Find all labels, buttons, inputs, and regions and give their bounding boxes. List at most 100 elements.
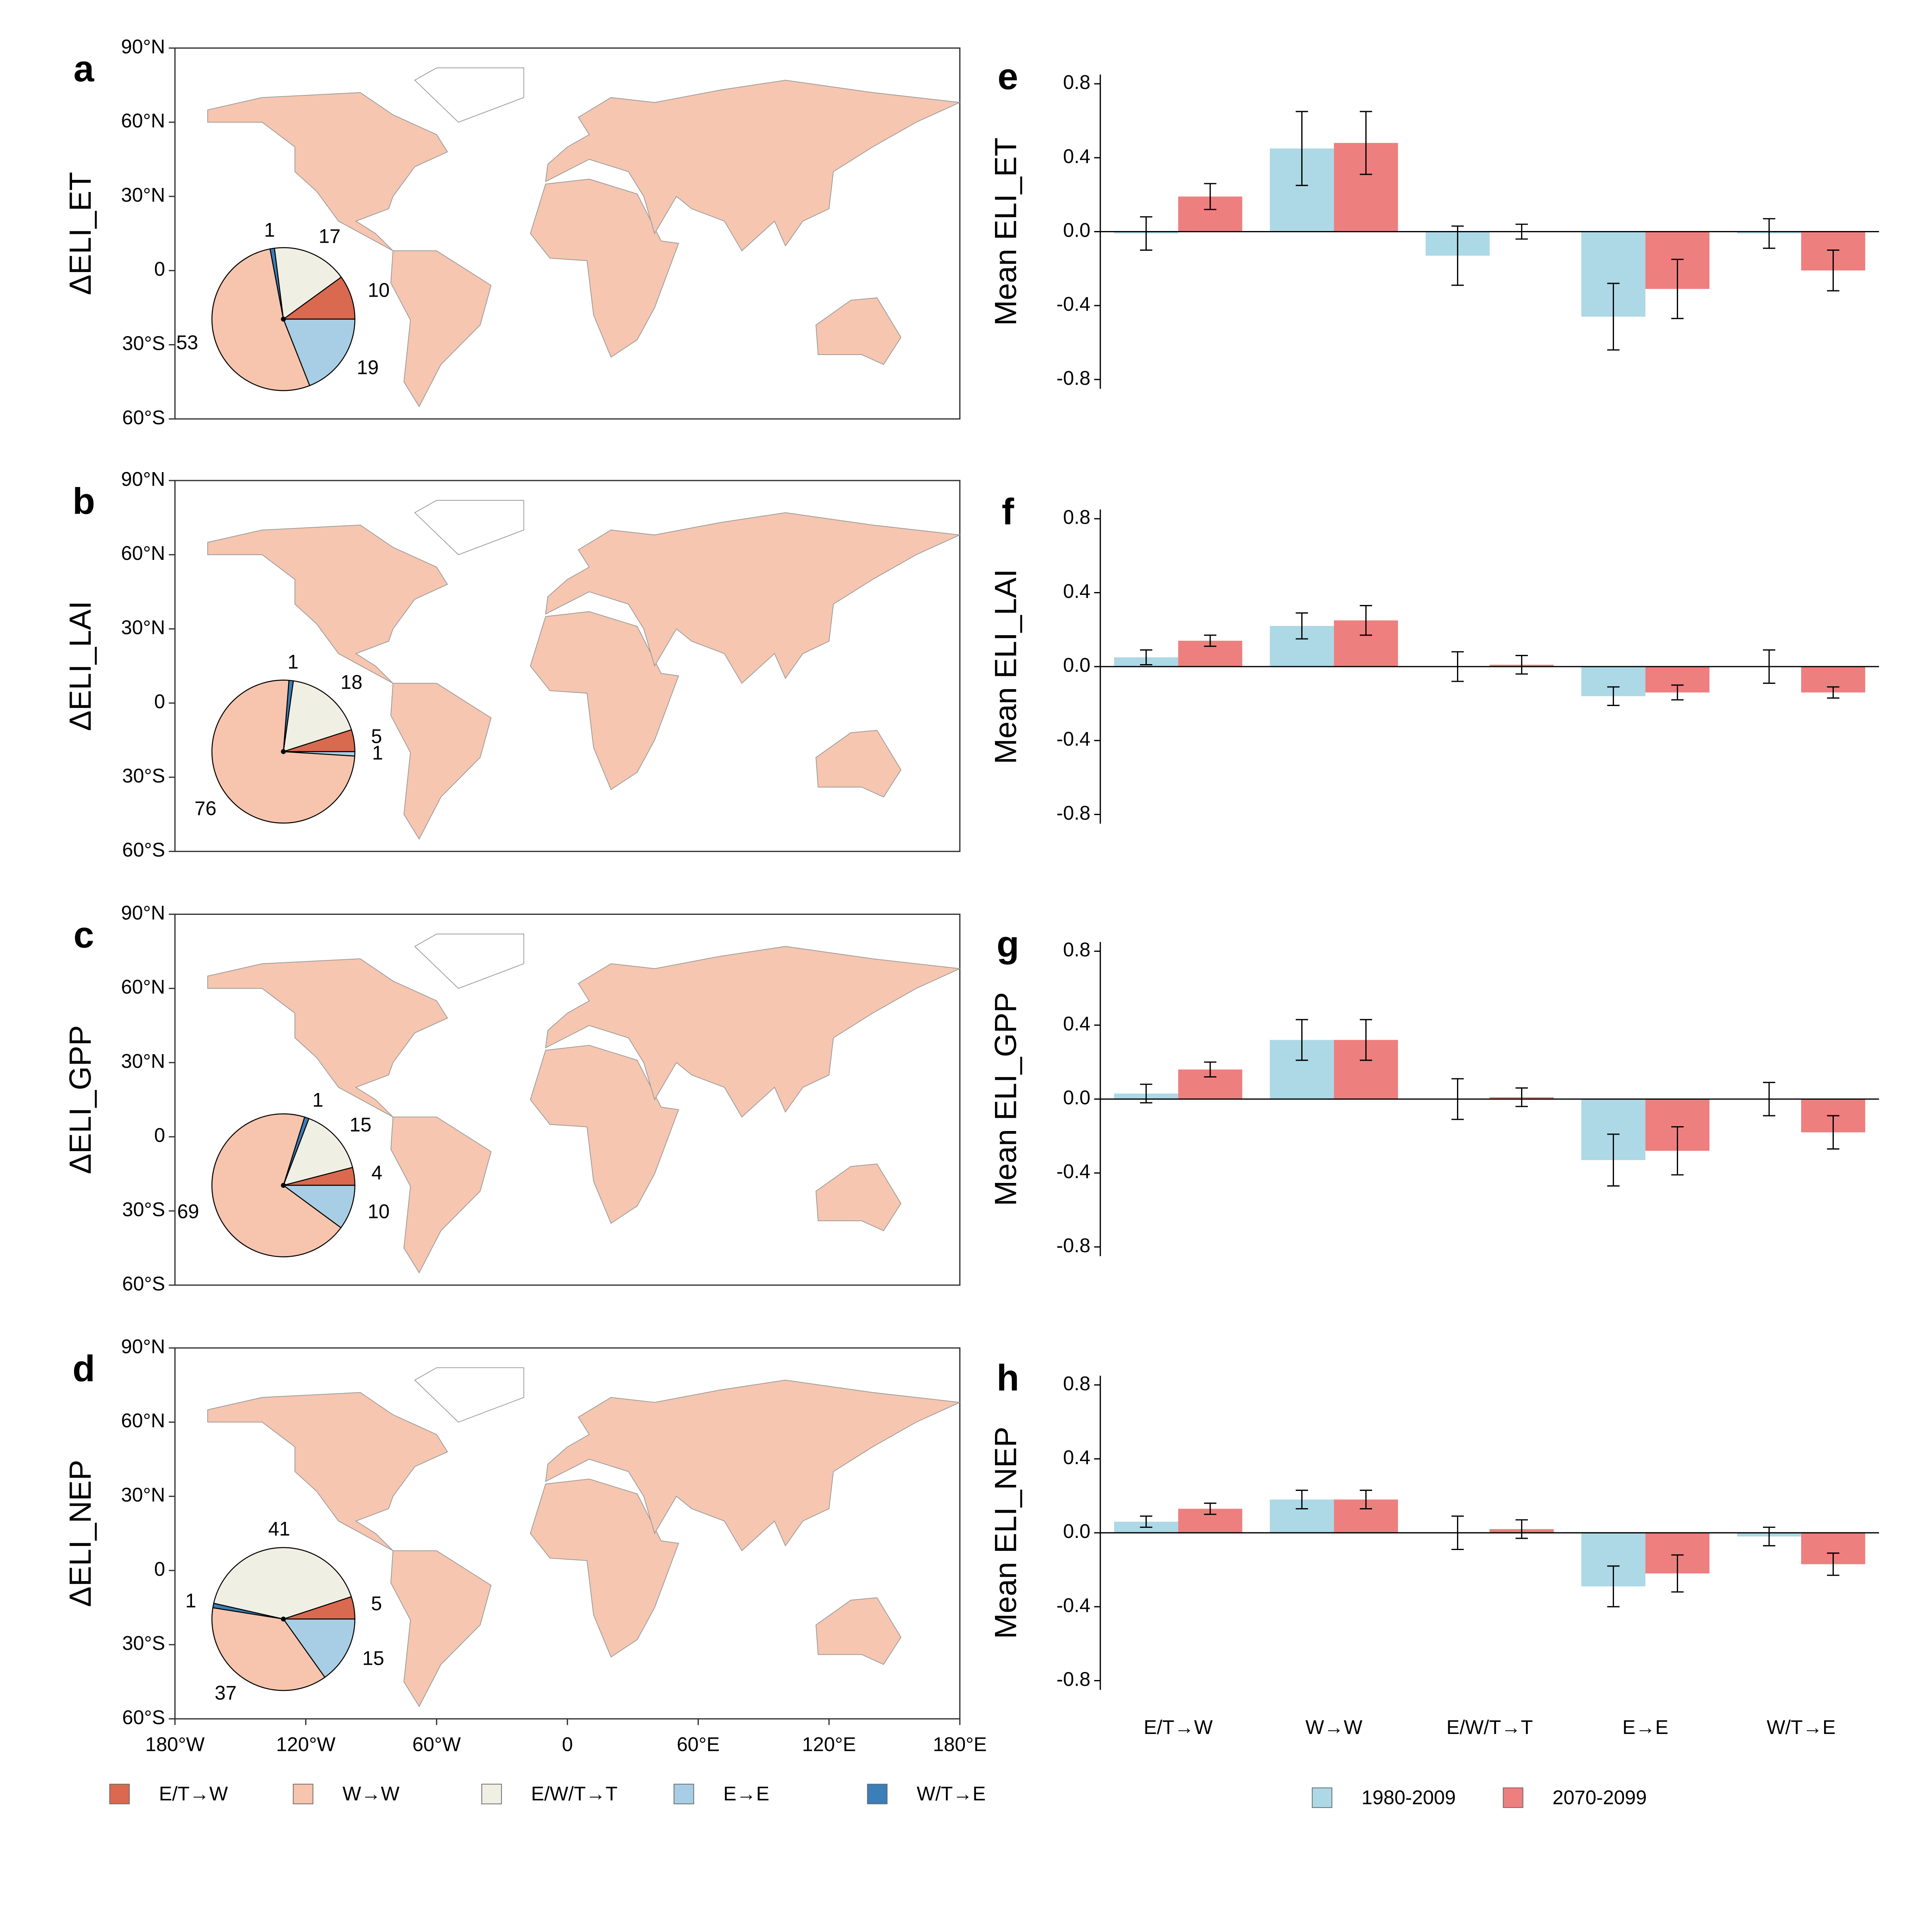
y-axis-label: Mean ELI_NEP [989, 1426, 1023, 1639]
y-tick-label: 90°N [121, 1336, 165, 1358]
y-tick-label: 60°S [122, 407, 165, 429]
error-bar [1515, 1519, 1528, 1539]
error-bar [1763, 218, 1775, 249]
error-bar [1763, 649, 1775, 684]
error-bar [1296, 111, 1308, 186]
y-tick-label: 60°S [122, 1707, 165, 1728]
pie-slice [211, 1607, 326, 1691]
error-bar [1204, 183, 1217, 210]
x-tick-label: 180°E [933, 1734, 987, 1756]
pie-label: 1 [185, 1590, 196, 1612]
land [530, 1478, 679, 1658]
x-tick-label: 120°W [276, 1734, 336, 1756]
error-bar [1515, 1087, 1528, 1107]
land [207, 92, 448, 251]
legend-label: W/T→E [917, 1783, 986, 1805]
y-tick-label: 30°N [121, 184, 165, 206]
y-tick-label: 60°S [122, 1273, 165, 1295]
y-tick-label: 0 [154, 1125, 165, 1146]
error-bar [1515, 655, 1528, 675]
error-bar [1140, 1515, 1152, 1528]
x-tick-label: 0 [562, 1734, 573, 1756]
y-tick-label: 0.8 [1063, 1373, 1090, 1395]
y-tick-label: 90°N [121, 36, 165, 58]
pie-label: 5 [371, 726, 382, 747]
y-tick-label: 0.0 [1063, 219, 1090, 241]
pie-slice [274, 247, 342, 320]
pie-label: 69 [177, 1201, 199, 1223]
pie-center [281, 1183, 286, 1188]
error-bar [1671, 684, 1684, 701]
pie-label: 1 [287, 651, 298, 673]
y-tick-label: 60°S [122, 839, 165, 861]
greenland [414, 67, 524, 123]
land [815, 1163, 902, 1231]
land [390, 250, 492, 407]
y-tick-label: -0.4 [1057, 293, 1090, 315]
y-tick-label: 0.8 [1063, 507, 1090, 528]
legend-swatch [109, 1783, 130, 1804]
x-tick-label: W→W [1305, 1717, 1362, 1738]
pie-label: 15 [349, 1114, 371, 1136]
y-tick-label: 0 [154, 258, 165, 280]
y-axis-label: ΔELI_GPP [63, 1025, 97, 1174]
pie-slice [282, 1618, 355, 1678]
y-tick-label: -0.4 [1057, 729, 1090, 750]
pie-slice [283, 680, 352, 753]
x-tick-label: 180°W [145, 1734, 205, 1756]
error-bar [1607, 1133, 1620, 1187]
error-bar [1451, 225, 1464, 286]
error-bar [1296, 1019, 1308, 1061]
legend-label: 2070-2099 [1552, 1787, 1647, 1808]
pie-label: 1 [264, 219, 275, 241]
error-bar [1827, 1115, 1839, 1150]
legend-swatch [867, 1783, 888, 1804]
error-bar [1607, 1565, 1620, 1608]
y-tick-label: -0.8 [1057, 1235, 1090, 1257]
pie-label: 1 [312, 1090, 323, 1111]
pie-label: 5 [371, 1593, 382, 1615]
error-bar [1140, 1084, 1152, 1104]
pie-label: 15 [362, 1647, 384, 1669]
land [545, 512, 962, 684]
y-tick-label: 0.4 [1063, 580, 1090, 602]
panel-letter: d [72, 1348, 95, 1389]
pie-label: 37 [215, 1682, 236, 1704]
land [815, 297, 902, 365]
error-bar [1763, 1526, 1775, 1546]
error-bar [1140, 649, 1152, 666]
error-bar [1360, 111, 1372, 175]
greenland [414, 500, 524, 555]
y-tick-label: -0.8 [1057, 367, 1090, 389]
error-bar [1827, 686, 1839, 699]
y-tick-label: 90°N [121, 469, 165, 490]
x-tick-label: 120°E [802, 1734, 856, 1756]
y-tick-label: 30°N [121, 617, 165, 638]
y-axis-label: Mean ELI_ET [989, 138, 1023, 326]
error-bar [1451, 1078, 1464, 1120]
panel-letter: b [72, 481, 95, 522]
pie-slice [282, 276, 355, 320]
land [390, 1550, 492, 1707]
x-tick-label: 60°E [677, 1734, 720, 1756]
y-axis-label: ΔELI_LAI [63, 601, 97, 731]
land [390, 683, 492, 840]
x-tick-label: E/T→W [1144, 1717, 1213, 1738]
pie-slice [283, 1118, 353, 1186]
y-tick-label: 30°S [122, 765, 165, 787]
panel-letter: e [998, 56, 1018, 97]
land [530, 611, 679, 791]
y-axis-label: ΔELI_NEP [63, 1460, 97, 1607]
pie-label: 17 [319, 226, 341, 248]
land [207, 1392, 448, 1551]
x-tick-label: 60°W [413, 1734, 461, 1756]
land [815, 730, 902, 798]
land [530, 179, 679, 358]
legend-swatch [1503, 1787, 1523, 1808]
y-tick-label: 0.0 [1063, 1087, 1090, 1109]
error-bar [1671, 1126, 1684, 1176]
legend-swatch [1312, 1787, 1333, 1808]
land [390, 1117, 492, 1274]
y-axis-label: Mean ELI_LAI [989, 569, 1023, 764]
